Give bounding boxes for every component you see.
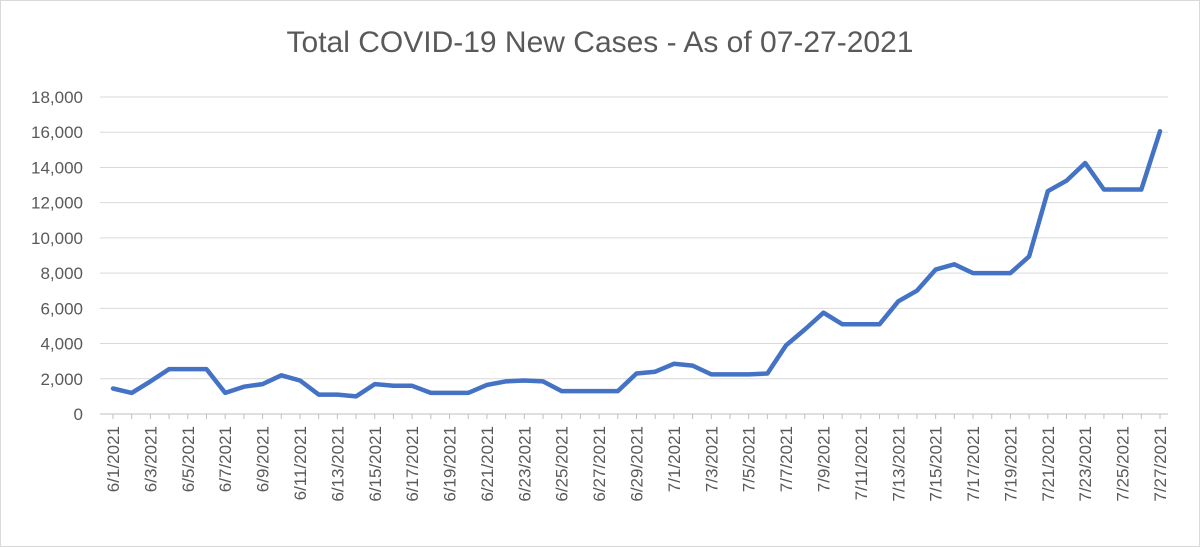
chart-title: Total COVID-19 New Cases - As of 07-27-2… [286, 26, 914, 59]
x-tick-label: 7/15/2021 [927, 426, 946, 502]
x-tick-label: 7/9/2021 [814, 426, 833, 492]
y-tick-label: 8,000 [40, 264, 83, 283]
series-line [110, 129, 1163, 399]
y-tick-label: 4,000 [40, 335, 83, 354]
x-tick-label: 6/21/2021 [478, 426, 497, 502]
x-axis-tick-labels: 6/1/2021 6/3/2021 6/5/2021 6/7/2021 6/9/2021… [104, 426, 1170, 502]
x-tick-label: 6/3/2021 [141, 426, 160, 492]
y-tick-label: 14,000 [31, 158, 83, 177]
x-tick-label: 7/11/2021 [852, 426, 871, 500]
x-tick-label: 7/5/2021 [740, 426, 759, 492]
x-tick-label: 7/21/2021 [1039, 426, 1058, 502]
x-tick-label: 6/19/2021 [441, 426, 460, 502]
gridlines [100, 96, 1168, 419]
x-tick-label: 6/17/2021 [403, 426, 422, 502]
x-tick-label: 7/17/2021 [964, 426, 983, 502]
x-tick-label: 6/11/2021 [291, 426, 310, 500]
x-tick-label: 6/29/2021 [628, 426, 647, 502]
y-tick-label: 0 [74, 405, 83, 424]
y-tick-label: 6,000 [40, 299, 83, 318]
x-tick-label: 7/19/2021 [1001, 426, 1020, 502]
x-tick-label: 7/3/2021 [702, 426, 721, 492]
x-tick-label: 7/27/2021 [1151, 426, 1170, 502]
x-tick-label: 6/23/2021 [515, 426, 534, 502]
y-tick-label: 18,000 [31, 88, 83, 107]
y-tick-label: 12,000 [31, 194, 83, 213]
y-tick-label: 10,000 [31, 229, 83, 248]
y-axis-tick-labels: 0 2,000 4,000 6,000 8,000 10,000 12,000 14,000 1… [31, 88, 83, 424]
x-tick-label: 6/9/2021 [254, 426, 273, 492]
x-tick-label: 7/7/2021 [777, 426, 796, 492]
x-tick-label: 7/1/2021 [665, 426, 684, 492]
y-tick-label: 16,000 [31, 123, 83, 142]
x-tick-label: 7/23/2021 [1076, 426, 1095, 502]
y-tick-label: 2,000 [40, 370, 83, 389]
x-tick-label: 6/5/2021 [179, 426, 198, 492]
x-tick-label: 6/7/2021 [216, 426, 235, 492]
x-tick-label: 7/25/2021 [1114, 426, 1133, 502]
x-tick-label: 6/15/2021 [366, 426, 385, 502]
x-tick-label: 7/13/2021 [889, 426, 908, 502]
x-tick-label: 6/1/2021 [104, 426, 123, 492]
x-tick-label: 6/13/2021 [328, 426, 347, 502]
series-line-layer [110, 129, 1163, 399]
x-tick-label: 6/27/2021 [590, 426, 609, 502]
x-tick-label: 6/25/2021 [553, 426, 572, 502]
